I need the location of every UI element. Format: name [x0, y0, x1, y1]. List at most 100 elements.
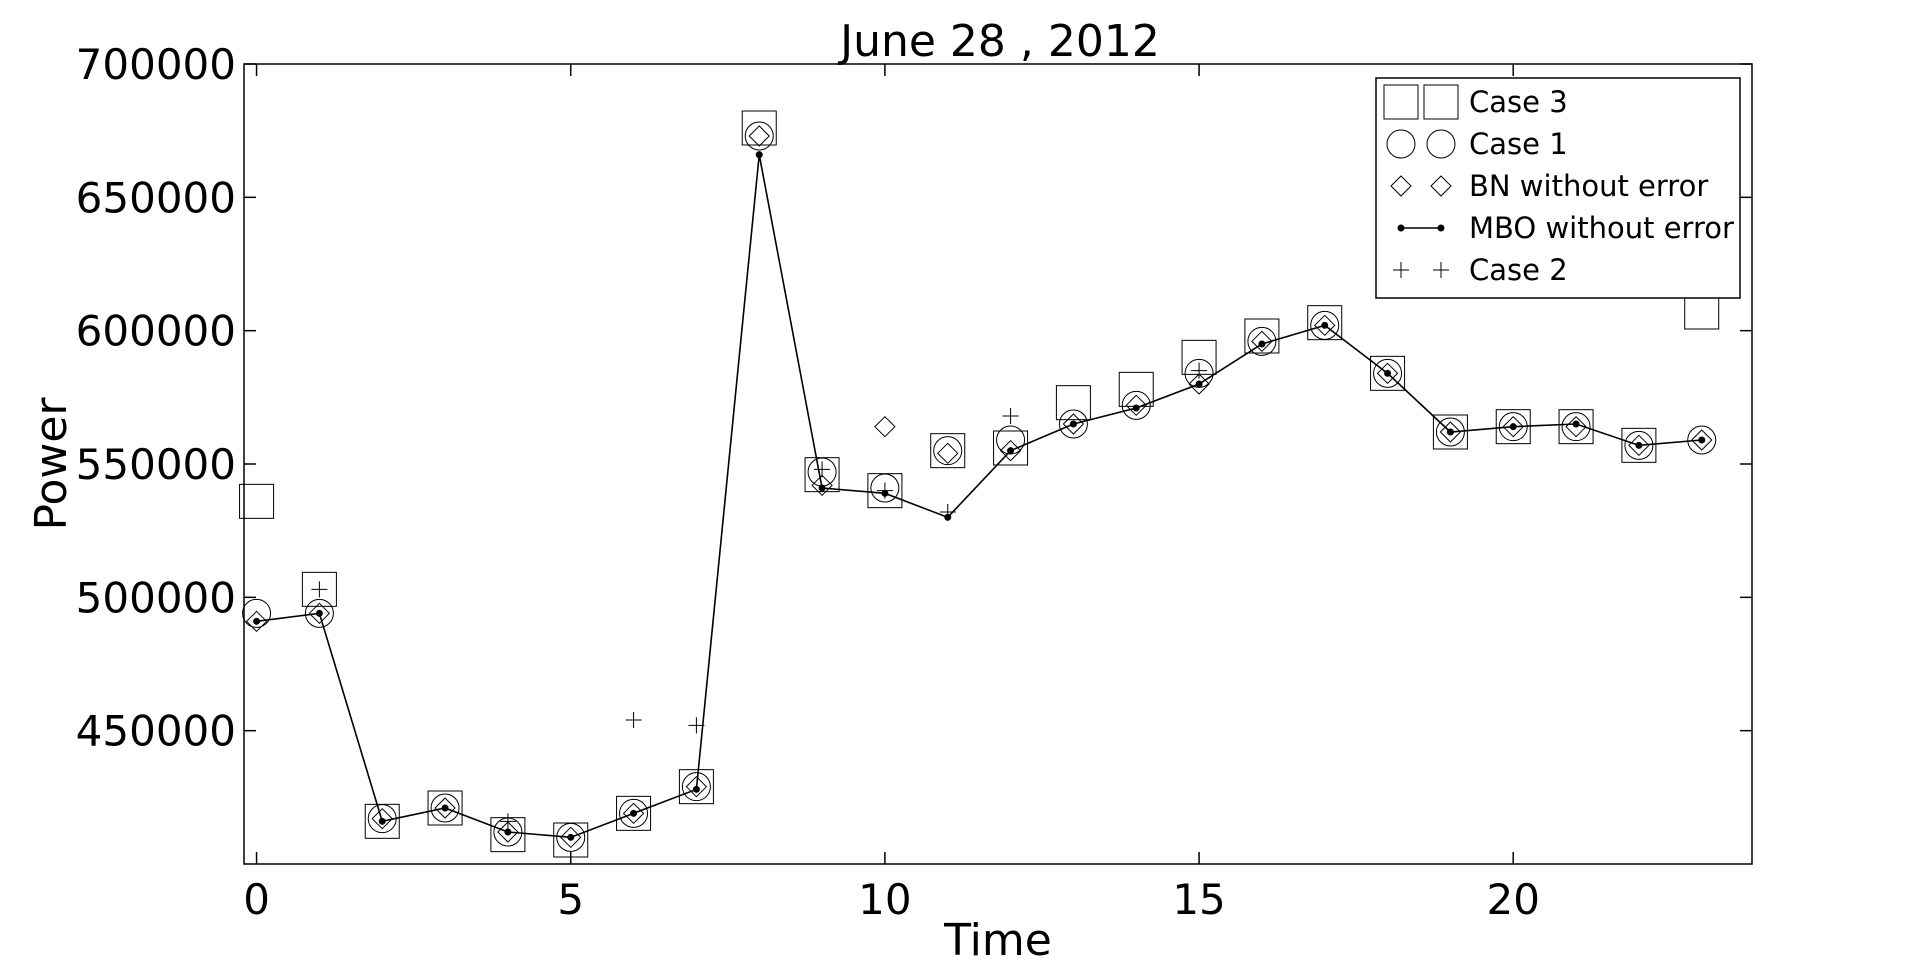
legend-marker: [1386, 129, 1416, 159]
legend-marker: [1383, 84, 1419, 120]
plus-point: [814, 461, 831, 478]
mbo-point: [1007, 447, 1015, 455]
plus-point: [688, 717, 705, 734]
circle-point: [870, 473, 900, 503]
mbo-point: [253, 617, 261, 625]
mbo-point: [630, 809, 638, 817]
circle-point: [1435, 417, 1465, 447]
diamond-point: [1125, 394, 1147, 417]
y-tick-label: 700000: [76, 40, 236, 89]
square-point: [1558, 409, 1594, 445]
series-layer: [239, 110, 1720, 858]
legend-label: Case 1: [1469, 127, 1568, 161]
legend-label: Case 2: [1469, 253, 1568, 287]
y-tick-label: 500000: [76, 573, 236, 622]
square-point: [1432, 414, 1468, 450]
square-point: [427, 790, 463, 826]
circle-point: [1687, 425, 1717, 455]
circle-point: [556, 822, 586, 852]
y-tick-label: 450000: [76, 707, 236, 756]
y-tick-label: 550000: [76, 440, 236, 489]
legend-marker: [1393, 262, 1409, 278]
series-line-dot: [253, 151, 1706, 841]
x-tick-label: 15: [1172, 875, 1225, 924]
square-point: [239, 483, 275, 519]
diamond-point: [1314, 314, 1336, 337]
diamond-point: [937, 442, 959, 465]
x-axis-label: Time: [943, 915, 1052, 961]
square-point: [993, 430, 1029, 466]
square-point: [930, 433, 966, 469]
circle-point: [1058, 409, 1088, 439]
plus-point: [1002, 408, 1019, 424]
square-point: [741, 110, 777, 146]
circle-point: [1561, 412, 1591, 442]
circle-point: [1310, 310, 1340, 340]
square-point: [1244, 318, 1280, 354]
x-tick-label: 5: [557, 875, 584, 924]
mbo-point: [504, 828, 512, 836]
mbo-point: [881, 489, 889, 497]
circle-point: [619, 798, 649, 828]
series-square: [239, 110, 1720, 858]
mbo-point: [818, 484, 826, 492]
circle-point: [933, 436, 963, 466]
circle-point: [744, 121, 774, 151]
legend-label: BN without error: [1469, 169, 1708, 203]
mbo-point: [315, 609, 323, 617]
mbo-point: [1698, 436, 1706, 444]
diamond-point: [1628, 434, 1650, 457]
legend-frame: [1375, 77, 1741, 299]
circle-point: [1247, 326, 1277, 356]
legend-marker: [1423, 84, 1459, 120]
mbo-point: [1509, 423, 1517, 431]
plus-point: [499, 813, 516, 830]
diamond-point: [308, 602, 331, 625]
legend-marker: [1426, 129, 1456, 159]
diamond-point: [1565, 415, 1587, 438]
legend-marker: [1437, 224, 1445, 232]
circle-point: [681, 772, 711, 802]
y-axis: 450000 500000 550000 600000 650000 700000: [76, 40, 1752, 756]
diamond-point: [1502, 415, 1524, 438]
diamond-point: [1691, 429, 1713, 451]
circle-point: [304, 598, 334, 628]
mbo-point: [1384, 369, 1392, 377]
x-tick-label: 10: [858, 875, 911, 924]
diamond-point: [245, 610, 268, 633]
mbo-point: [692, 785, 700, 793]
legend: Case 3 Case 1 BN without error MBO without …: [1375, 77, 1741, 299]
diamond-point: [371, 807, 393, 830]
circle-point: [1373, 358, 1403, 388]
series-diamond: [245, 125, 1713, 849]
square-point: [616, 795, 652, 831]
plot-frame: [243, 63, 1753, 865]
mbo-point: [1195, 380, 1203, 388]
square-point: [678, 769, 714, 805]
plus-point: [1191, 362, 1208, 379]
y-axis-label: Power: [26, 397, 77, 531]
legend-marker: [1390, 175, 1412, 197]
diamond-point: [811, 474, 833, 497]
diamond-point: [434, 797, 456, 819]
x-tick-label: 20: [1487, 875, 1540, 924]
plus-point: [311, 581, 328, 598]
legend-marker: [1397, 224, 1405, 232]
diamond-point: [685, 775, 708, 798]
plus-point: [625, 712, 642, 728]
square-point: [1055, 385, 1091, 421]
diamond-point: [874, 415, 896, 438]
x-tick-label: 0: [243, 875, 270, 924]
mbo-point: [1572, 420, 1580, 428]
mbo-point: [441, 804, 449, 812]
legend-item: MBO without error: [1397, 211, 1734, 245]
y-tick-label: 600000: [76, 307, 236, 356]
square-point: [1370, 355, 1406, 391]
mbo-point: [1635, 441, 1643, 449]
chart-title: June 28 , 2012: [837, 16, 1160, 67]
legend-item: Case 3: [1383, 84, 1568, 120]
legend-item: Case 1: [1386, 127, 1568, 161]
diamond-point: [1251, 330, 1273, 353]
mbo-point: [567, 833, 575, 841]
circle-point: [1121, 390, 1151, 420]
